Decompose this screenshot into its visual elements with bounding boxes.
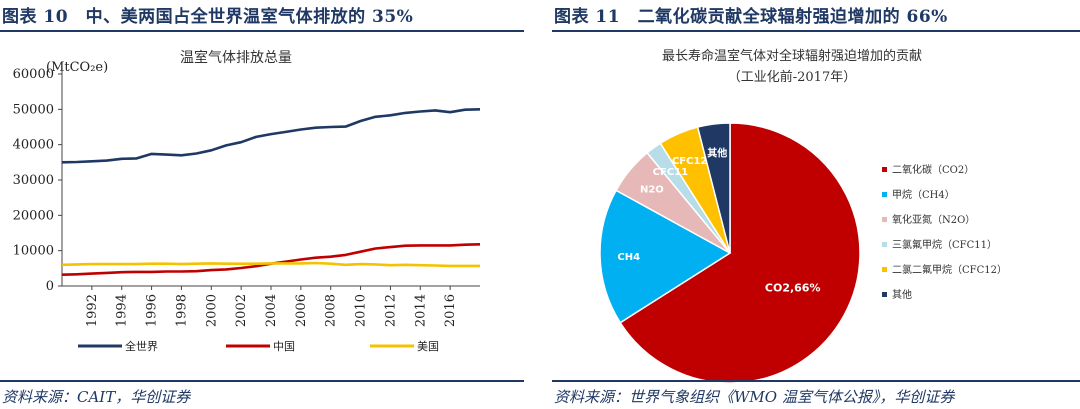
pie-legend-label: 其他: [892, 288, 912, 301]
pie-slice-label: 其他: [707, 146, 727, 159]
y-tick-label: 60000: [13, 67, 54, 82]
x-tick-label: 2008: [324, 294, 339, 327]
pie-slice-label: CO2,66%: [765, 281, 821, 294]
pie-legend-swatch: [882, 192, 887, 197]
x-tick-label: 1994: [115, 294, 130, 327]
radiative-forcing-pie-chart: 最长寿命温室气体对全球辐射强迫增加的贡献 （工业化前-2017年） CO2,66…: [599, 48, 1007, 384]
pie-legend-label: 三氯氟甲烷（CFC11）: [892, 238, 997, 251]
y-tick-label: 30000: [13, 173, 54, 188]
legend-label: 美国: [417, 340, 439, 353]
series-line-美国: [61, 261, 480, 268]
figure-10-title: 图表 10 中、美两国占全世界温室气体排放的 35%: [2, 7, 414, 27]
pie-legend-label: 甲烷（CH4）: [892, 188, 955, 201]
pie-slice-其他: [696, 122, 731, 254]
x-tick-label: 2002: [234, 294, 249, 327]
x-tick-label: 2012: [383, 294, 398, 327]
x-tick-label: 2000: [204, 294, 219, 327]
x-tick-label: 2004: [264, 294, 279, 327]
figure-11-bottom-rule: [552, 380, 1080, 382]
figure-11-top-rule: [552, 30, 1080, 32]
pie-legend-swatch: [882, 242, 887, 247]
figure-10-panel: 图表 10 中、美两国占全世界温室气体排放的 35% 温室气体排放总量 (MtC…: [0, 0, 524, 409]
pie-legend-label: 二氧化碳（CO2）: [892, 163, 974, 176]
pie-slice-CO2,66%: [619, 122, 861, 384]
figure-10-top-rule: [0, 30, 524, 32]
line-chart-title: 温室气体排放总量: [180, 49, 292, 66]
legend-label: 全世界: [125, 339, 158, 353]
y-axis-unit-label: (MtCO₂e): [46, 60, 108, 75]
figure-10-source: 资料来源：CAIT，华创证券: [2, 388, 191, 406]
figure-11-title: 图表 11 二氧化碳贡献全球辐射强迫增加的 66%: [554, 7, 948, 27]
x-tick-label: 2014: [413, 294, 428, 327]
y-tick-label: 20000: [13, 208, 54, 223]
figure-10-bottom-rule: [0, 380, 524, 382]
y-tick-label: 40000: [13, 138, 54, 153]
pie-legend-label: 二氯二氟甲烷（CFC12）: [892, 263, 1007, 276]
pie-slice-label: N2O: [640, 184, 664, 195]
pie-slice-label: CFC12: [672, 156, 707, 167]
pie-slice-CH4: [599, 189, 732, 324]
pie-legend-label: 氧化亚氮（N2O）: [892, 213, 975, 226]
series-line-全世界: [61, 108, 481, 164]
pie-slice-label: CFC11: [653, 167, 688, 178]
figure-11-source: 资料来源：世界气象组织《WMO 温室气体公报》，华创证券: [554, 388, 955, 406]
pie-slice-label: CH4: [617, 252, 640, 263]
y-tick-label: 0: [46, 279, 54, 294]
x-tick-label: 1996: [145, 294, 160, 327]
pie-legend-swatch: [882, 217, 887, 222]
pie-chart-subtitle: （工业化前-2017年）: [728, 69, 856, 85]
figure-11-panel: 图表 11 二氧化碳贡献全球辐射强迫增加的 66% 最长寿命温室气体对全球辐射强…: [552, 0, 1080, 409]
legend-label: 中国: [273, 340, 295, 353]
pie-legend-swatch: [882, 167, 887, 172]
x-tick-label: 2006: [294, 294, 309, 327]
x-tick-label: 1992: [85, 294, 100, 327]
x-tick-label: 1998: [174, 294, 189, 327]
pie-chart-title: 最长寿命温室气体对全球辐射强迫增加的贡献: [662, 48, 922, 64]
y-tick-label: 50000: [13, 102, 54, 117]
emissions-line-chart: 温室气体排放总量 (MtCO₂e) 0 10000 20000 30000 40000 5…: [13, 49, 481, 353]
pie-legend-swatch: [882, 292, 887, 297]
y-tick-label: 10000: [13, 244, 54, 259]
series-line-中国: [61, 243, 481, 276]
x-tick-label: 2016: [443, 294, 458, 327]
x-tick-label: 2010: [354, 294, 369, 327]
pie-legend-swatch: [882, 267, 887, 272]
